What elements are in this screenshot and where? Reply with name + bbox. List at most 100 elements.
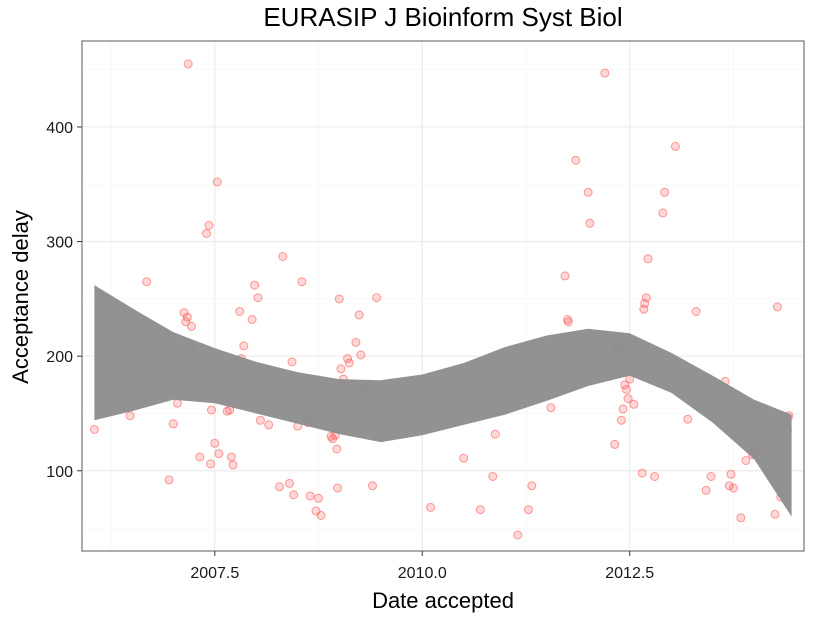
data-point: [226, 452, 236, 462]
data-point: [181, 317, 191, 327]
data-point: [235, 307, 245, 316]
panel-background: [82, 41, 804, 551]
data-point: [729, 483, 738, 493]
data-point: [206, 459, 216, 469]
data-point: [610, 439, 620, 449]
data-point: [168, 419, 178, 429]
data-point: [214, 449, 224, 459]
data-point: [207, 405, 216, 415]
smoothing-confidence-band: [94, 285, 792, 517]
data-point: [354, 310, 364, 320]
data-point: [212, 177, 222, 187]
data-point: [264, 420, 274, 430]
x-tick-label: 2007.5: [190, 565, 239, 582]
data-point: [336, 364, 346, 374]
data-point: [623, 394, 633, 404]
data-point: [356, 350, 366, 360]
data-point: [616, 415, 626, 425]
x-axis-title: Date accepted: [372, 588, 514, 613]
data-point: [210, 438, 220, 448]
data-point: [475, 505, 485, 515]
data-point: [620, 380, 630, 390]
x-tick-label: 2012.5: [605, 565, 654, 582]
data-point: [724, 481, 734, 491]
data-point: [524, 505, 533, 515]
data-point: [182, 312, 192, 322]
data-point: [637, 468, 647, 478]
data-point: [89, 425, 99, 434]
data-point: [250, 280, 260, 290]
data-point: [583, 187, 593, 197]
data-point: [563, 317, 573, 327]
data-point: [202, 229, 211, 238]
data-point: [333, 483, 343, 493]
data-point: [305, 491, 315, 501]
data-point: [316, 511, 326, 520]
data-point: [650, 472, 660, 481]
data-point: [334, 294, 344, 304]
data-point: [247, 315, 257, 324]
data-point: [701, 485, 711, 495]
data-point: [314, 493, 323, 503]
y-tick-label: 200: [46, 349, 73, 366]
data-point: [297, 277, 307, 287]
data-point: [183, 59, 193, 69]
data-point: [278, 252, 288, 261]
data-point: [643, 254, 653, 264]
data-point: [287, 357, 297, 367]
data-point: [706, 472, 716, 481]
data-point: [285, 478, 294, 488]
data-point: [770, 509, 780, 519]
data-point: [618, 404, 628, 414]
data-point: [253, 293, 263, 303]
panel-border: [81, 40, 805, 552]
data-point: [670, 141, 680, 151]
data-point: [629, 399, 639, 409]
data-point: [660, 187, 670, 197]
plot-area: 2007.5 2010.0 2012.5 100 200 300 400: [46, 40, 805, 582]
data-point: [691, 307, 701, 316]
data-point: [772, 302, 782, 312]
data-point: [741, 456, 751, 465]
data-point: [125, 411, 135, 421]
data-point: [621, 384, 631, 394]
data-point: [289, 490, 299, 500]
data-point: [683, 414, 693, 424]
data-point: [275, 482, 284, 492]
data-point: [571, 155, 581, 165]
data-point: [239, 341, 249, 351]
data-point: [641, 293, 651, 303]
data-point: [164, 475, 174, 485]
data-point: [195, 452, 205, 462]
y-tick-label: 300: [46, 235, 73, 252]
data-point: [658, 208, 668, 218]
data-point: [351, 337, 361, 347]
data-point: [546, 403, 556, 413]
data-point: [527, 481, 537, 491]
data-point: [585, 218, 595, 228]
data-point: [426, 502, 436, 512]
data-point: [172, 398, 182, 408]
data-point: [179, 308, 189, 318]
data-point: [726, 469, 736, 479]
data-point: [228, 460, 238, 470]
data-point: [560, 271, 570, 281]
data-point: [488, 472, 498, 481]
x-tick-label: 2010.0: [398, 565, 447, 582]
data-point: [187, 321, 196, 331]
data-point: [490, 429, 500, 439]
data-point: [204, 221, 214, 230]
y-tick-label: 100: [46, 464, 73, 481]
data-point: [255, 415, 265, 425]
chart-title: EURASIP J Bioinform Syst Biol: [263, 2, 622, 32]
data-point: [368, 481, 377, 491]
data-point: [344, 358, 354, 368]
y-axis-title: Acceptance delay: [8, 210, 33, 384]
y-tick-label: 400: [46, 120, 73, 137]
data-point: [736, 513, 746, 523]
data-point: [600, 68, 610, 78]
data-point: [513, 530, 523, 540]
data-point: [142, 277, 152, 287]
